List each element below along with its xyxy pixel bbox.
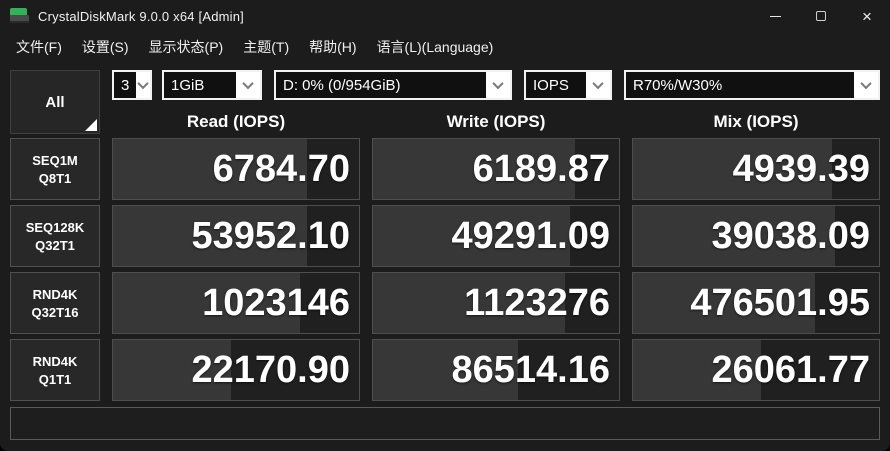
test-size-dropdown-button[interactable] — [236, 72, 260, 98]
maximize-button[interactable] — [798, 0, 844, 32]
result-cell-rnd4k-q32t16-write: 1123276 — [372, 272, 620, 334]
score-bar — [633, 139, 833, 199]
close-icon: × — [862, 6, 872, 26]
score-bar — [633, 206, 835, 266]
test-label-line2: Q1T1 — [38, 371, 72, 387]
menu-view-status[interactable]: 显示状态(P) — [148, 39, 224, 55]
test-button-rnd4k-q32t16[interactable]: RND4K Q32T16 — [10, 272, 100, 334]
test-label-line2: Q32T16 — [31, 304, 79, 320]
column-header-read: Read (IOPS) — [186, 112, 286, 131]
result-value: 6784.70 — [212, 147, 350, 190]
unit-dropdown-button[interactable] — [586, 72, 610, 98]
mix-ratio-select[interactable]: R70%/W30% — [624, 70, 880, 100]
result-value: 86514.16 — [451, 348, 611, 391]
window-controls: × — [752, 0, 890, 32]
test-count-select[interactable]: 3 — [112, 70, 152, 100]
result-cell-seq128k-mix: 39038.09 — [632, 205, 880, 267]
result-cell-rnd4k-q32t16-mix: 476501.95 — [632, 272, 880, 334]
result-cell-rnd4k-q1t1-write: 86514.16 — [372, 339, 620, 401]
result-value: 4939.39 — [732, 147, 870, 190]
score-bar — [373, 340, 519, 400]
unit-select[interactable]: IOPS — [524, 70, 612, 100]
minimize-button[interactable] — [752, 0, 798, 32]
settings-combo-row: 3 1GiB D: 0% (0/954GiB) IOPS — [112, 68, 880, 106]
result-cell-seq128k-write: 49291.09 — [372, 205, 620, 267]
menu-theme[interactable]: 主题(T) — [243, 39, 290, 55]
test-count-dropdown-button[interactable] — [136, 72, 150, 98]
chevron-down-icon — [137, 77, 149, 90]
target-drive-dropdown-button[interactable] — [486, 72, 510, 98]
result-value: 53952.10 — [191, 214, 351, 257]
all-button-label: All — [45, 93, 65, 111]
score-bar — [633, 273, 816, 333]
chevron-down-icon — [860, 77, 872, 90]
test-label-line2: Q8T1 — [38, 170, 72, 186]
controls-section: All 3 1GiB D: 0% (0/954GiB) — [10, 68, 880, 138]
result-value: 1123276 — [464, 281, 610, 324]
test-label-line1: SEQ1M — [32, 152, 78, 168]
menu-file[interactable]: 文件(F) — [16, 39, 62, 55]
result-cell-seq1m-write: 6189.87 — [372, 138, 620, 200]
test-label-line1: SEQ128K — [25, 219, 85, 235]
test-button-seq1m-q8t1[interactable]: SEQ1M Q8T1 — [10, 138, 100, 200]
result-value: 1023146 — [202, 281, 350, 324]
app-icon — [10, 8, 30, 24]
menu-bar: 文件(F) 设置(S) 显示状态(P) 主题(T) 帮助(H) 语言(L)(La… — [0, 32, 890, 62]
score-bar — [633, 340, 761, 400]
score-bar — [113, 139, 308, 199]
result-value: 26061.77 — [711, 348, 871, 391]
chevron-down-icon — [242, 77, 254, 90]
test-button-rnd4k-q1t1[interactable]: RND4K Q1T1 — [10, 339, 100, 401]
menu-help[interactable]: 帮助(H) — [309, 39, 357, 55]
result-value: 22170.90 — [191, 348, 351, 391]
maximize-icon — [816, 11, 826, 21]
result-value: 39038.09 — [711, 214, 871, 257]
main-content: All 3 1GiB D: 0% (0/954GiB) — [0, 62, 890, 440]
unit-value: IOPS — [533, 76, 569, 94]
result-value: 476501.95 — [690, 281, 870, 324]
target-drive-value: D: 0% (0/954GiB) — [283, 76, 401, 94]
test-label-line2: Q32T1 — [35, 237, 75, 253]
test-button-seq128k-q32t1[interactable]: SEQ128K Q32T1 — [10, 205, 100, 267]
chevron-down-icon — [592, 77, 604, 90]
minimize-icon — [769, 15, 781, 17]
title-bar: CrystalDiskMark 9.0.0 x64 [Admin] × — [0, 0, 890, 32]
window-title: CrystalDiskMark 9.0.0 x64 [Admin] — [38, 8, 244, 24]
mix-ratio-value: R70%/W30% — [633, 76, 723, 94]
menu-settings[interactable]: 设置(S) — [81, 39, 129, 55]
score-bar — [373, 206, 570, 266]
score-bar — [113, 273, 300, 333]
target-drive-select[interactable]: D: 0% (0/954GiB) — [274, 70, 512, 100]
result-value: 49291.09 — [451, 214, 611, 257]
result-cell-seq1m-mix: 4939.39 — [632, 138, 880, 200]
result-cell-rnd4k-q1t1-read: 22170.90 — [112, 339, 360, 401]
score-bar — [113, 340, 232, 400]
score-bar — [113, 206, 308, 266]
column-header-write: Write (IOPS) — [446, 112, 546, 131]
chevron-down-icon — [492, 77, 504, 90]
score-bar — [373, 273, 565, 333]
score-bar — [373, 139, 575, 199]
test-label-line1: RND4K — [32, 353, 78, 369]
result-cell-seq1m-read: 6784.70 — [112, 138, 360, 200]
result-cell-rnd4k-q32t16-read: 1023146 — [112, 272, 360, 334]
resize-corner-icon — [85, 119, 97, 131]
results-table: SEQ1M Q8T1 6784.70 6189.87 4939.39 SEQ12… — [10, 138, 880, 401]
test-count-value: 3 — [121, 76, 130, 94]
close-button[interactable]: × — [844, 0, 890, 32]
comment-field[interactable] — [10, 407, 880, 440]
result-cell-rnd4k-q1t1-mix: 26061.77 — [632, 339, 880, 401]
test-label-line1: RND4K — [32, 286, 78, 302]
result-value: 6189.87 — [472, 147, 610, 190]
column-header-mix: Mix (IOPS) — [713, 112, 799, 131]
mix-ratio-dropdown-button[interactable] — [854, 72, 878, 98]
all-test-button[interactable]: All — [10, 70, 100, 134]
test-size-value: 1GiB — [171, 76, 205, 94]
result-cell-seq128k-read: 53952.10 — [112, 205, 360, 267]
test-size-select[interactable]: 1GiB — [162, 70, 262, 100]
menu-language[interactable]: 语言(L)(Language) — [376, 39, 494, 55]
